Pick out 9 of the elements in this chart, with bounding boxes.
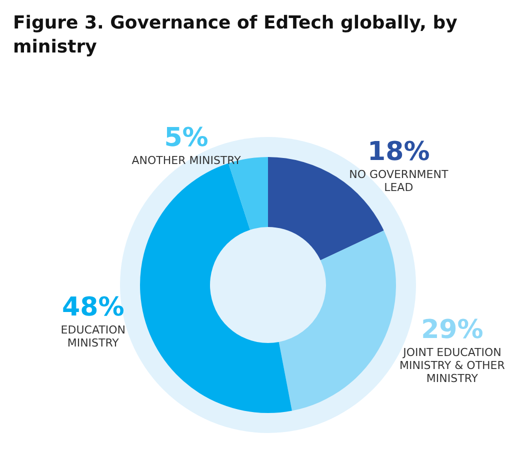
data-label: 5%	[164, 123, 208, 154]
data-label: 48%	[62, 292, 124, 322]
slice-label: NO GOVERNMENT LEAD	[349, 168, 448, 194]
slice-label: JOINT EDUCATION MINISTRY & OTHER MINISTRY	[400, 346, 506, 385]
slice-label: EDUCATION MINISTRY	[60, 323, 126, 350]
data-label: 18%	[368, 137, 430, 168]
chart-title: Figure 3. Governance of EdTech globally, by ministry	[13, 12, 464, 58]
slice-label: ANOTHER MINISTRY	[132, 154, 242, 168]
data-label: 29%	[421, 314, 484, 345]
